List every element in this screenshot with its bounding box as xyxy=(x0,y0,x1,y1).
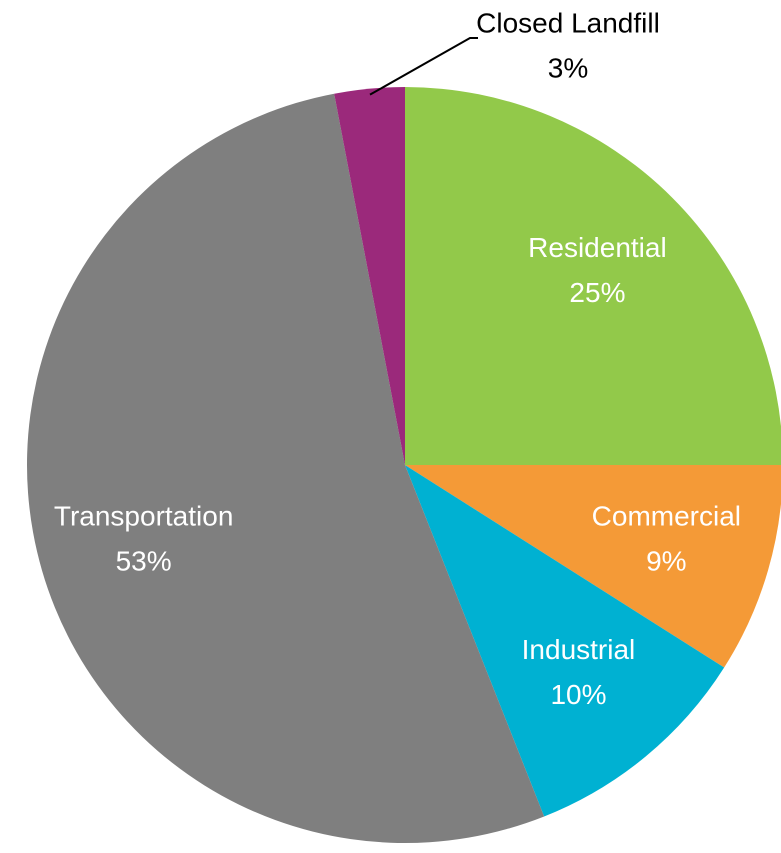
pie-slice xyxy=(405,87,781,465)
pie-slice xyxy=(26,93,545,843)
slice-label: Closed Landfill xyxy=(476,7,660,38)
leader-line xyxy=(369,37,478,96)
slice-value-label: 3% xyxy=(548,52,588,83)
slice-value-label: 53% xyxy=(116,545,172,576)
pie-slice xyxy=(334,87,405,465)
slice-label: Industrial xyxy=(522,634,636,665)
slice-value-label: 9% xyxy=(646,545,686,576)
slice-value-label: 10% xyxy=(550,679,606,710)
slice-label: Residential xyxy=(528,232,667,263)
pie-slice xyxy=(405,465,781,668)
slice-label: Transportation xyxy=(54,500,234,531)
slice-value-label: 25% xyxy=(569,277,625,308)
pie-slice xyxy=(405,465,725,817)
slice-label: Commercial xyxy=(592,500,741,531)
